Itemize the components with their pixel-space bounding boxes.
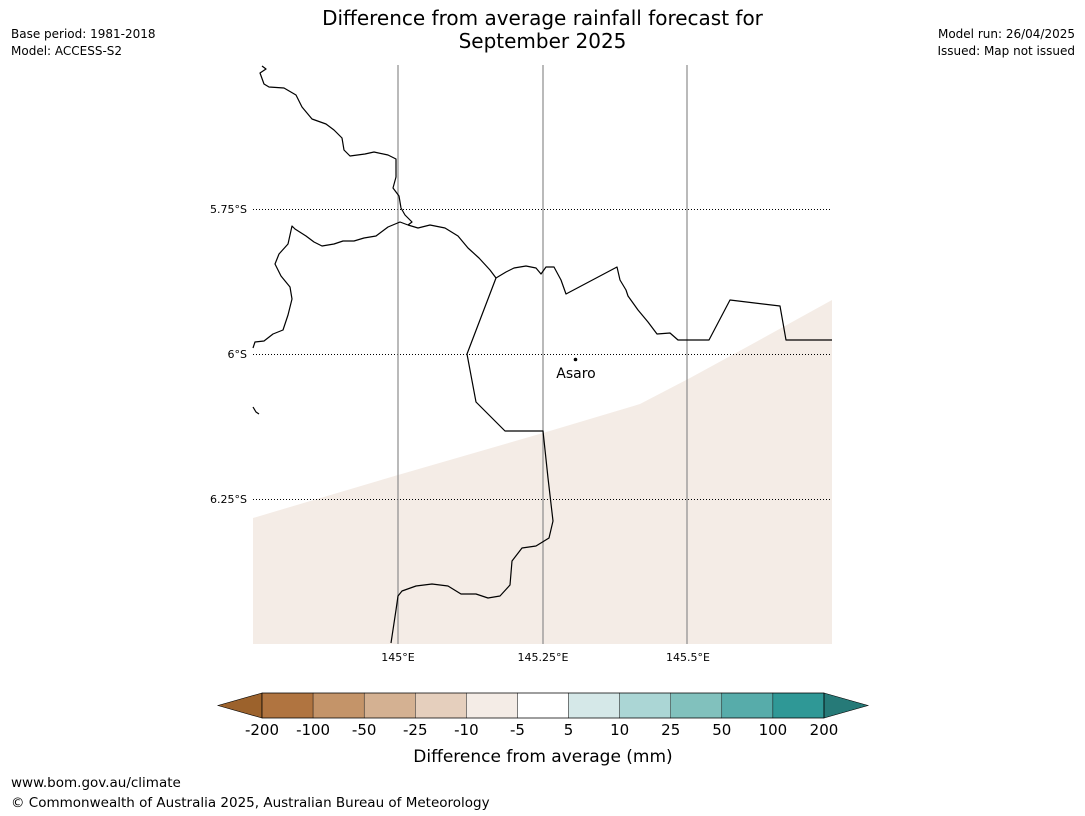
colorbar-tick-label: -25 bbox=[403, 721, 428, 739]
colorbar-tick-label: 50 bbox=[712, 721, 731, 739]
colorbar-tick-label: 100 bbox=[759, 721, 788, 739]
title-line-1: Difference from average rainfall forecas… bbox=[322, 6, 763, 30]
colorbar-low-extension bbox=[216, 692, 263, 719]
colorbar-tick-label: -50 bbox=[352, 721, 377, 739]
district-boundary-south bbox=[390, 277, 554, 644]
colorbar-tick-label: -200 bbox=[245, 721, 279, 739]
colorbar-outline bbox=[261, 692, 825, 719]
colorbar: -200 -100 -50 -25 -10 -5 5 10 25 50 100 200 bbox=[216, 692, 870, 739]
colorbar-tick-label: -10 bbox=[454, 721, 479, 739]
colorbar-tick-label: 5 bbox=[564, 721, 574, 739]
lat-label-6-25: 6.25°S bbox=[210, 493, 247, 506]
colorbar-cell bbox=[261, 692, 314, 719]
legend-label: Difference from average (mm) bbox=[413, 747, 672, 767]
colorbar-cell bbox=[517, 692, 569, 719]
issued-status: Issued: Map not issued bbox=[937, 44, 1075, 58]
asaro-label: Asaro bbox=[556, 366, 595, 382]
colorbar-tick-label: 10 bbox=[610, 721, 629, 739]
district-boundary-east bbox=[407, 224, 832, 341]
colorbar-cell bbox=[772, 692, 825, 719]
colorbar-cell bbox=[670, 692, 723, 719]
lat-label-5-75: 5.75°S bbox=[210, 203, 247, 216]
colorbar-cell bbox=[363, 692, 416, 719]
model-name: Model: ACCESS-S2 bbox=[11, 44, 123, 58]
footer-copyright: © Commonwealth of Australia 2025, Austra… bbox=[11, 795, 490, 811]
model-run: Model run: 26/04/2025 bbox=[937, 27, 1075, 41]
colorbar-cell bbox=[466, 692, 518, 719]
lat-label-6: 6°S bbox=[228, 348, 247, 361]
base-period: Base period: 1981-2018 bbox=[11, 27, 156, 41]
colorbar-cell bbox=[568, 692, 620, 719]
asaro-marker bbox=[573, 357, 578, 362]
lon-label-145-5: 145.5°E bbox=[666, 651, 710, 664]
coast-fragment bbox=[252, 406, 260, 415]
colorbar-tick-label: 25 bbox=[661, 721, 680, 739]
colorbar-tick-label: -5 bbox=[510, 721, 525, 739]
map-title: Difference from average rainfall forecas… bbox=[0, 7, 1085, 53]
colorbar-tick-label: -100 bbox=[296, 721, 330, 739]
lon-label-145: 145°E bbox=[381, 651, 414, 664]
lon-gridlines bbox=[397, 65, 688, 644]
meta-left: Base period: 1981-2018 Model: ACCESS-S2 bbox=[11, 26, 156, 60]
colorbar-cell bbox=[619, 692, 671, 719]
colorbar-cell bbox=[721, 692, 774, 719]
district-boundary-west bbox=[252, 221, 409, 349]
district-boundary-north bbox=[259, 65, 413, 226]
lon-label-145-25: 145.25°E bbox=[518, 651, 569, 664]
meta-right: Model run: 26/04/2025 Issued: Map not is… bbox=[937, 26, 1075, 60]
colorbar-cell bbox=[415, 692, 467, 719]
colorbar-cell bbox=[312, 692, 365, 719]
colorbar-tick-label: 200 bbox=[810, 721, 839, 739]
colorbar-high-extension bbox=[823, 692, 870, 719]
title-line-2: September 2025 bbox=[458, 29, 627, 53]
lat-gridlines bbox=[253, 209, 832, 500]
footer-url[interactable]: www.bom.gov.au/climate bbox=[11, 775, 181, 791]
